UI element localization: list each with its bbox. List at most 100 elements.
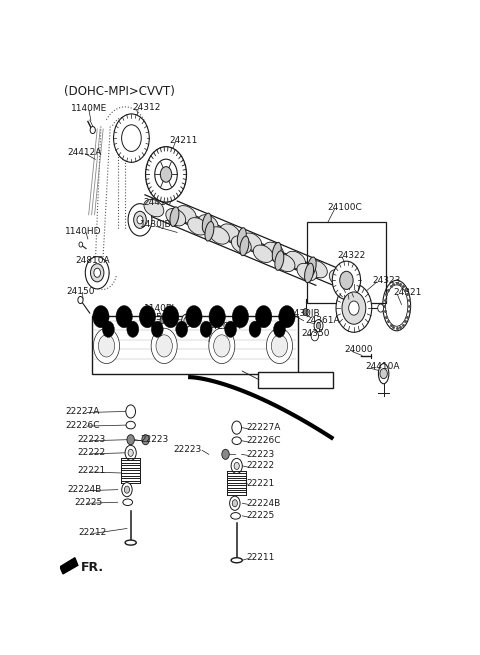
Text: 22221: 22221: [247, 479, 275, 487]
Circle shape: [91, 264, 104, 282]
Circle shape: [93, 305, 109, 328]
Text: 24150: 24150: [66, 287, 95, 296]
Ellipse shape: [232, 437, 241, 445]
Circle shape: [186, 305, 202, 328]
Text: 24410: 24410: [144, 198, 172, 207]
Ellipse shape: [202, 213, 211, 233]
Circle shape: [274, 321, 286, 337]
Circle shape: [128, 449, 133, 457]
Circle shape: [311, 331, 319, 341]
Text: 1430JB: 1430JB: [289, 309, 321, 318]
Circle shape: [348, 301, 359, 315]
Circle shape: [229, 496, 240, 510]
Circle shape: [151, 328, 177, 364]
Ellipse shape: [170, 207, 179, 227]
Circle shape: [139, 305, 156, 328]
Ellipse shape: [126, 421, 135, 429]
Circle shape: [266, 328, 292, 364]
Ellipse shape: [125, 540, 136, 545]
Circle shape: [78, 297, 83, 303]
Circle shape: [151, 321, 163, 337]
Circle shape: [232, 421, 241, 434]
Text: 22225: 22225: [247, 512, 275, 520]
Circle shape: [176, 321, 188, 337]
Ellipse shape: [242, 233, 262, 250]
Circle shape: [90, 126, 96, 134]
Circle shape: [163, 305, 179, 328]
Circle shape: [336, 284, 372, 332]
Ellipse shape: [253, 245, 273, 263]
Circle shape: [145, 147, 186, 202]
Ellipse shape: [264, 242, 284, 259]
Text: (DOHC-MPI>CVVT): (DOHC-MPI>CVVT): [64, 84, 175, 98]
Text: 24361A: 24361A: [305, 316, 340, 325]
Circle shape: [122, 483, 132, 496]
Circle shape: [249, 321, 261, 337]
Circle shape: [94, 269, 100, 277]
Text: 24321: 24321: [393, 288, 421, 297]
Circle shape: [85, 257, 109, 289]
Text: 22212: 22212: [79, 528, 107, 537]
Text: 22223: 22223: [140, 435, 168, 444]
Circle shape: [314, 320, 323, 332]
Circle shape: [234, 462, 240, 470]
Circle shape: [116, 305, 132, 328]
Ellipse shape: [378, 364, 389, 384]
Text: 1140ME: 1140ME: [71, 104, 108, 113]
Text: 24410A: 24410A: [365, 362, 399, 371]
Circle shape: [114, 114, 149, 162]
Ellipse shape: [272, 242, 281, 262]
Ellipse shape: [275, 251, 284, 271]
Circle shape: [126, 405, 135, 418]
Text: 24211: 24211: [170, 136, 198, 145]
Circle shape: [127, 321, 139, 337]
Text: 24412A: 24412A: [67, 148, 102, 157]
Ellipse shape: [198, 215, 218, 232]
Ellipse shape: [166, 208, 186, 226]
FancyBboxPatch shape: [258, 372, 333, 388]
Circle shape: [255, 305, 272, 328]
Text: 22227A: 22227A: [247, 423, 281, 432]
Ellipse shape: [237, 228, 246, 248]
Circle shape: [279, 305, 295, 328]
Circle shape: [200, 321, 212, 337]
Circle shape: [340, 271, 353, 290]
Text: 22223: 22223: [247, 450, 275, 459]
Text: 22222: 22222: [247, 461, 275, 470]
Circle shape: [79, 242, 83, 247]
Text: 24810A: 24810A: [75, 255, 109, 265]
Text: 24200A: 24200A: [206, 322, 240, 331]
Text: 24355: 24355: [139, 312, 168, 322]
Ellipse shape: [307, 257, 316, 276]
Circle shape: [142, 435, 149, 445]
Circle shape: [225, 321, 237, 337]
Text: 22225: 22225: [74, 498, 102, 507]
Circle shape: [380, 369, 387, 379]
Ellipse shape: [144, 199, 164, 217]
Circle shape: [214, 335, 230, 357]
Text: 22226C: 22226C: [66, 421, 100, 430]
Circle shape: [342, 292, 366, 324]
Circle shape: [232, 500, 238, 507]
Circle shape: [209, 305, 225, 328]
Text: 24350: 24350: [301, 329, 330, 338]
Ellipse shape: [231, 558, 242, 563]
Ellipse shape: [188, 217, 207, 235]
Circle shape: [127, 435, 134, 445]
Ellipse shape: [205, 221, 214, 241]
Ellipse shape: [123, 499, 132, 506]
Ellipse shape: [220, 224, 240, 241]
Ellipse shape: [275, 254, 295, 272]
Text: 22226C: 22226C: [247, 436, 281, 445]
Text: FR.: FR.: [81, 561, 104, 574]
Circle shape: [209, 328, 235, 364]
Text: 22224B: 22224B: [247, 498, 281, 508]
Circle shape: [232, 305, 249, 328]
Circle shape: [184, 317, 189, 324]
Ellipse shape: [337, 269, 346, 289]
Text: 22224B: 22224B: [67, 485, 102, 494]
Text: 22211: 22211: [247, 553, 275, 562]
Text: 24322: 24322: [337, 251, 365, 259]
Circle shape: [128, 204, 152, 236]
Circle shape: [156, 335, 172, 357]
